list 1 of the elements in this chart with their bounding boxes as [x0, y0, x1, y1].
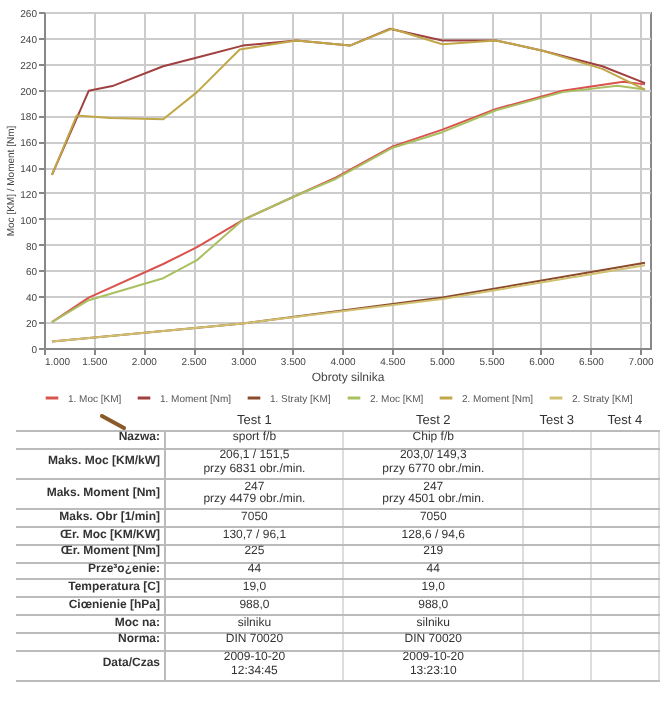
line-series [50, 27, 647, 176]
